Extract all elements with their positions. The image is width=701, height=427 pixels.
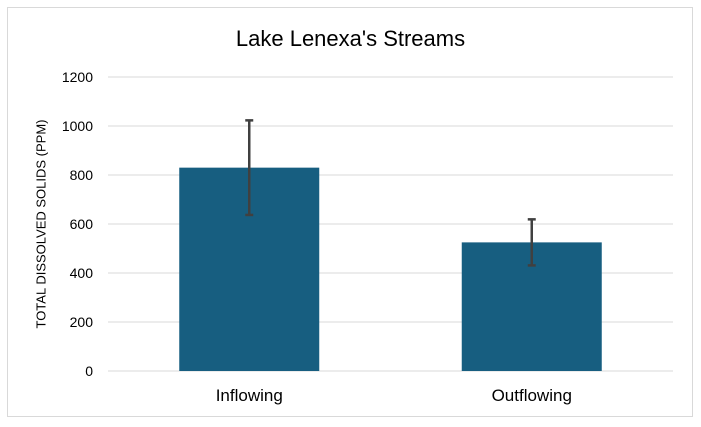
x-tick-label: Inflowing xyxy=(216,386,283,405)
chart-frame xyxy=(7,7,693,417)
chart-title: Lake Lenexa's Streams xyxy=(235,26,466,51)
x-tick-label: Outflowing xyxy=(492,386,572,405)
y-tick-label: 1200 xyxy=(62,69,93,85)
y-tick-label: 200 xyxy=(70,314,94,330)
y-tick-label: 400 xyxy=(70,265,94,281)
y-tick-label: 600 xyxy=(70,216,94,232)
y-tick-label: 800 xyxy=(70,167,94,183)
y-tick-label: 1000 xyxy=(62,118,93,134)
y-tick-label: 0 xyxy=(85,363,93,379)
